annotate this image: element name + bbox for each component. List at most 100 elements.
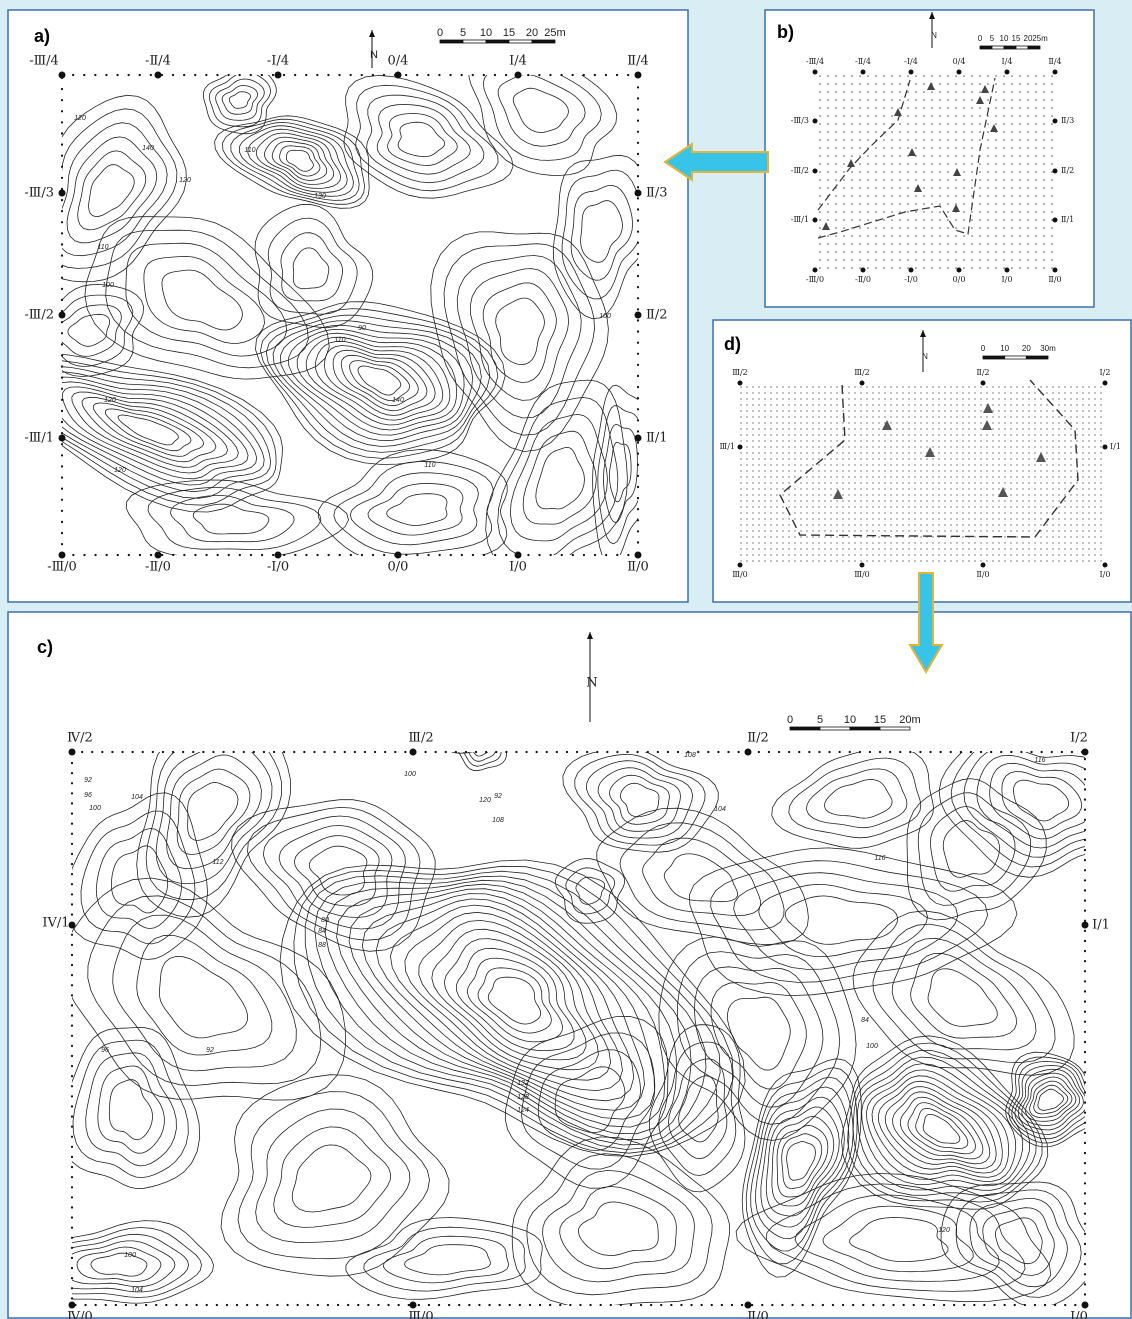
benchmark <box>634 551 642 559</box>
contour-line <box>62 366 271 499</box>
grid-label: -Ⅲ/0 <box>47 560 77 575</box>
contour-line <box>431 928 599 1071</box>
contour-line <box>466 957 563 1043</box>
contour-line <box>688 847 1018 997</box>
contour-line <box>497 397 619 555</box>
contour-line <box>254 203 374 329</box>
contour-line <box>1017 1068 1084 1131</box>
contour-line <box>776 1124 829 1198</box>
scale-segment <box>879 726 911 731</box>
contour-line <box>187 782 239 841</box>
contour-line <box>927 968 998 1027</box>
find-marker <box>822 222 830 230</box>
contour-line <box>66 136 158 244</box>
scale-label: 10 <box>1000 34 1009 43</box>
contour-line <box>136 934 273 1056</box>
contour-line <box>255 1108 411 1243</box>
contour-label: 100 <box>599 313 611 320</box>
benchmark <box>394 71 402 79</box>
contour-line <box>586 760 693 839</box>
contour-line <box>658 1041 737 1176</box>
contour-label: 120 <box>104 397 116 404</box>
contour-line <box>62 94 187 283</box>
contour-label: 108 <box>492 817 504 824</box>
boundary <box>779 379 1079 538</box>
benchmark <box>634 71 642 79</box>
contour-line <box>758 883 929 957</box>
grid-label: Ⅰ/2 <box>1100 368 1111 377</box>
benchmark <box>812 118 818 124</box>
contour-line <box>892 1091 991 1165</box>
contour-line <box>279 324 474 442</box>
contour-line <box>552 154 638 320</box>
contour-line <box>443 243 595 436</box>
contour-line <box>314 875 707 1146</box>
contour-line <box>76 1246 162 1282</box>
contour-line <box>745 1067 858 1265</box>
contour-line <box>72 877 347 1101</box>
contour-line <box>619 782 660 818</box>
grid-label: Ⅳ/2 <box>67 731 93 746</box>
benchmark <box>908 267 914 273</box>
contour-line <box>265 314 491 453</box>
contour-line <box>62 371 265 493</box>
contour-line <box>891 937 1037 1051</box>
contour-line <box>367 483 464 536</box>
contour-label: 100 <box>124 1252 136 1259</box>
contours <box>72 752 1085 1305</box>
contour-line <box>938 752 1085 878</box>
find-marker <box>925 447 935 457</box>
contour-line <box>349 360 411 402</box>
contour-line <box>62 294 134 367</box>
contour-line <box>482 75 602 161</box>
benchmark <box>812 69 818 75</box>
contour-line <box>794 1194 1000 1282</box>
contour-line <box>955 1189 1082 1298</box>
panel-c <box>7 611 1132 1319</box>
contour-line <box>333 460 494 555</box>
benchmark <box>860 69 866 75</box>
grid-label: Ⅰ/4 <box>1002 57 1013 66</box>
contour-line <box>554 1066 626 1134</box>
contour-line <box>463 752 502 767</box>
contour-label: 100 <box>102 282 114 289</box>
contour-line <box>1011 1061 1085 1140</box>
benchmark <box>514 551 522 559</box>
contour-line <box>62 354 283 513</box>
benchmark <box>634 434 642 442</box>
contour-label: 100 <box>89 805 101 812</box>
contour-line <box>648 1024 746 1193</box>
contour-line <box>247 806 421 941</box>
contour-line <box>781 1133 823 1189</box>
contour-line <box>280 232 344 302</box>
contour-line <box>88 164 135 218</box>
contour-line <box>969 1198 1068 1288</box>
contour-line <box>305 336 451 426</box>
scale-label: 25m <box>1032 34 1048 43</box>
contour-line <box>940 1181 1085 1305</box>
contour-line <box>784 895 899 945</box>
contour-line <box>336 883 677 1135</box>
contour-line <box>77 150 147 231</box>
contour-line <box>1021 1072 1081 1126</box>
contour-line <box>1001 771 1083 831</box>
scale-label: 25m <box>544 27 565 39</box>
contour-line <box>110 845 169 914</box>
contour-line <box>526 1153 713 1296</box>
contour-label: 120 <box>479 797 491 804</box>
contour-line <box>735 1173 1052 1303</box>
survey-grid <box>740 383 1105 565</box>
benchmark <box>737 562 743 568</box>
find-marker <box>894 108 902 116</box>
contour-line <box>750 1076 854 1252</box>
grid-label: 0/0 <box>953 275 966 284</box>
contour-line <box>166 754 262 870</box>
contour-line <box>609 441 632 503</box>
benchmark <box>58 311 66 319</box>
contour-line <box>915 1107 969 1150</box>
benchmark <box>58 434 66 442</box>
contour-line <box>404 1244 491 1276</box>
contour-line <box>678 1075 719 1143</box>
contour-line <box>942 820 1000 878</box>
contour-line <box>72 1233 190 1293</box>
